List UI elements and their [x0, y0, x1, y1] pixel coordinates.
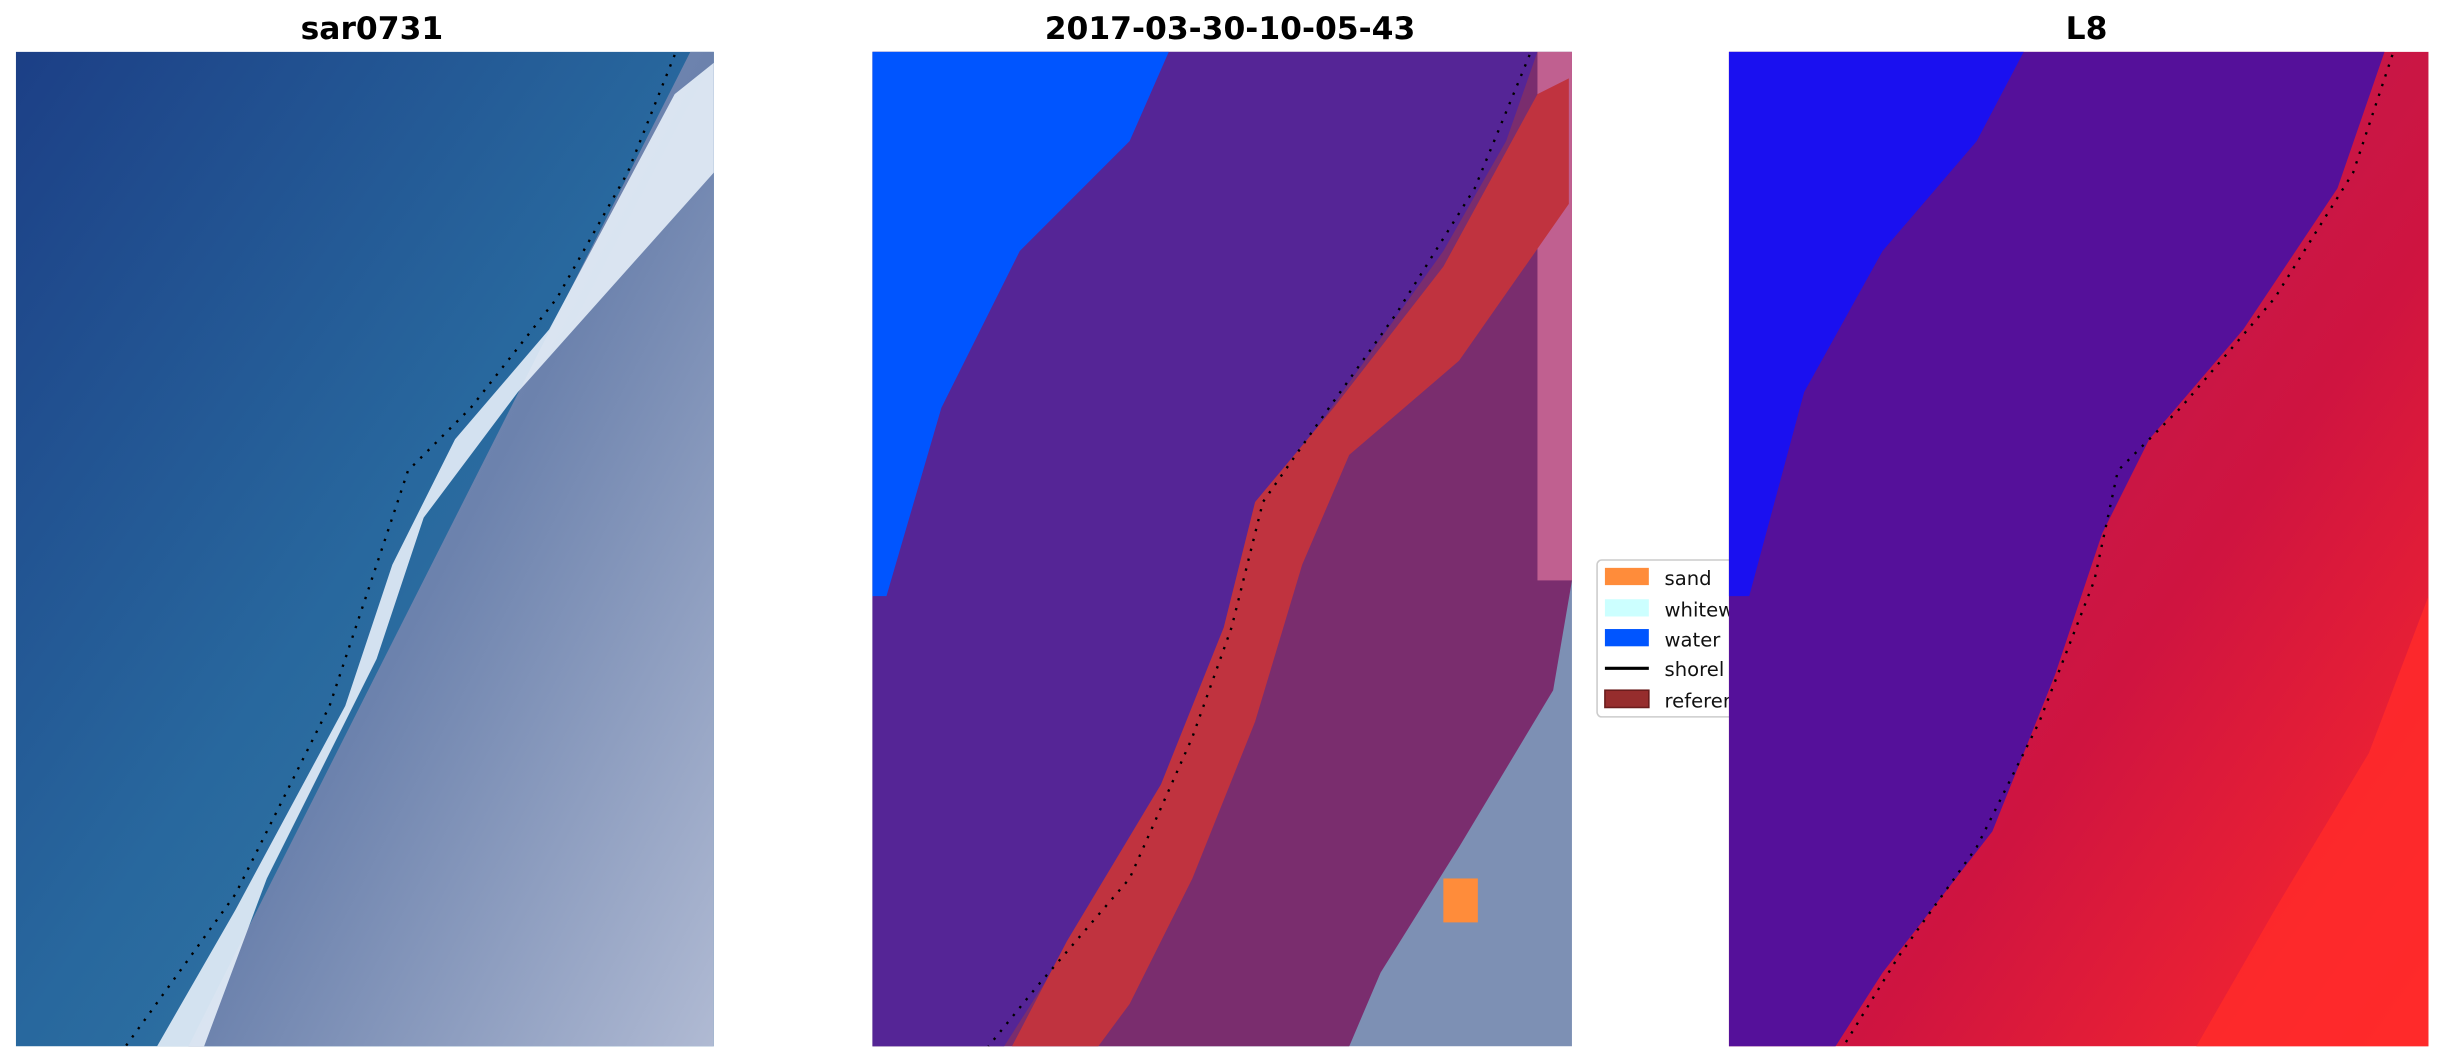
legend-whitewater-swatch: [1604, 599, 1649, 617]
panel-title-sar: sar0731: [301, 11, 444, 47]
panel-title-l8: L8: [2066, 11, 2108, 47]
classification-image: [872, 51, 1572, 1047]
legend-water-label: water: [1665, 628, 1722, 651]
panel-title-date: 2017-03-30-10-05-43: [1045, 11, 1416, 47]
shoreline-line: [124, 54, 676, 1047]
legend-sand-swatch: [1604, 567, 1649, 586]
legend-water-swatch: [1604, 629, 1649, 647]
legend: sand whitew water shorel referen: [1596, 559, 1755, 718]
legend-reference-label: referen: [1665, 689, 1736, 712]
legend-sand-label: sand: [1665, 567, 1712, 590]
legend-shoreline-label: shorel: [1665, 658, 1725, 681]
legend-whitewater-label: whitew: [1665, 598, 1735, 621]
legend-reference-swatch: [1604, 689, 1650, 709]
sar-image: [15, 51, 714, 1047]
l8-image: [1728, 51, 2429, 1047]
shoreline-line: [1842, 54, 2394, 1047]
